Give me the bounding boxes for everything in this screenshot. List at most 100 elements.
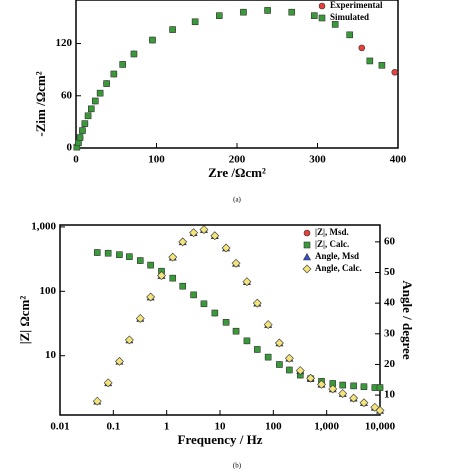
- marker: [179, 282, 187, 290]
- marker: [96, 89, 104, 97]
- y-tick-label: 120: [56, 37, 73, 49]
- y2-tick-label: 20: [384, 358, 396, 370]
- marker: [157, 271, 166, 280]
- y2-tick-label: 60: [384, 235, 396, 247]
- marker: [375, 405, 385, 415]
- marker: [359, 398, 369, 408]
- marker: [168, 252, 178, 262]
- marker: [169, 26, 176, 33]
- legend-label: Experimental: [330, 0, 383, 10]
- marker: [149, 36, 156, 44]
- marker: [253, 346, 261, 353]
- marker: [376, 384, 384, 391]
- marker: [331, 21, 339, 28]
- marker: [199, 225, 209, 235]
- marker: [222, 319, 230, 326]
- marker: [318, 14, 326, 22]
- marker: [350, 382, 357, 390]
- marker: [286, 366, 293, 374]
- y2-axis-label: Angle / degree: [400, 280, 415, 359]
- marker: [130, 50, 138, 58]
- marker: [136, 257, 144, 264]
- y-tick-label: 1,000: [31, 220, 56, 232]
- marker: [178, 237, 188, 247]
- marker: [264, 353, 272, 361]
- marker: [264, 7, 271, 14]
- marker: [87, 105, 95, 113]
- marker: [295, 366, 305, 375]
- y2-tick-label: 10: [384, 389, 396, 401]
- y-axis-label: -Zim /Ωcm²: [33, 71, 48, 136]
- y2-tick-label: 40: [384, 297, 396, 309]
- marker: [124, 335, 134, 345]
- y2-tick-label: 30: [384, 327, 396, 339]
- marker: [366, 57, 374, 65]
- marker: [360, 383, 368, 391]
- marker: [135, 314, 145, 323]
- x-tick-label: 0.01: [50, 421, 69, 433]
- marker: [240, 8, 247, 16]
- caption: (a): [233, 196, 241, 204]
- marker: [302, 252, 312, 261]
- marker: [243, 337, 251, 345]
- marker: [76, 134, 84, 141]
- marker: [318, 2, 326, 10]
- marker: [79, 127, 86, 134]
- y-tick-label: 60: [61, 89, 73, 101]
- marker: [103, 378, 113, 388]
- marker: [147, 261, 154, 269]
- x-tick-label: 0: [73, 154, 79, 166]
- marker: [146, 292, 156, 302]
- marker: [119, 61, 126, 68]
- marker: [358, 44, 366, 52]
- marker: [110, 70, 118, 78]
- y2-tick-label: 50: [384, 266, 396, 278]
- marker: [231, 258, 241, 268]
- marker: [114, 356, 124, 366]
- marker: [346, 31, 354, 39]
- x-tick-label: 10,000: [365, 421, 396, 433]
- marker: [210, 231, 220, 241]
- marker: [116, 251, 123, 259]
- y-axis-label: |Z| Ωcm²: [17, 296, 32, 345]
- y-tick-label: 100: [40, 285, 57, 297]
- legend-label: |Z|, Calc.: [315, 239, 349, 249]
- marker: [349, 393, 359, 403]
- marker: [232, 327, 240, 335]
- y-tick-label: 0: [67, 142, 73, 154]
- marker: [191, 18, 199, 26]
- x-tick-label: 100: [148, 154, 165, 166]
- marker: [263, 320, 273, 330]
- marker: [303, 241, 311, 249]
- x-tick-label: 200: [229, 154, 246, 166]
- marker: [169, 274, 177, 282]
- x-axis-label: Frequency / Hz: [178, 432, 263, 447]
- marker: [252, 298, 262, 308]
- caption: (b): [233, 462, 242, 470]
- legend-label: Angle, Msd: [315, 251, 359, 261]
- x-tick-label: 400: [390, 154, 407, 166]
- marker: [93, 249, 101, 256]
- legend-label: Simulated: [330, 12, 369, 22]
- marker: [126, 253, 133, 260]
- marker: [306, 373, 316, 383]
- marker: [328, 384, 338, 394]
- x-axis-label: Zre /Ωcm²: [208, 165, 266, 180]
- marker: [338, 389, 348, 398]
- x-tick-label: 1: [164, 421, 170, 433]
- marker: [189, 228, 199, 238]
- x-tick-label: 100: [265, 421, 282, 433]
- marker: [391, 68, 399, 76]
- marker: [211, 309, 219, 317]
- marker: [84, 112, 92, 120]
- marker: [274, 338, 284, 348]
- marker: [215, 12, 223, 19]
- marker: [242, 277, 252, 287]
- y-tick-label: 10: [45, 349, 57, 361]
- marker: [103, 80, 110, 87]
- marker: [303, 229, 311, 237]
- marker: [288, 8, 296, 16]
- marker: [92, 396, 102, 406]
- legend-label: |Z|, Msd.: [315, 227, 349, 237]
